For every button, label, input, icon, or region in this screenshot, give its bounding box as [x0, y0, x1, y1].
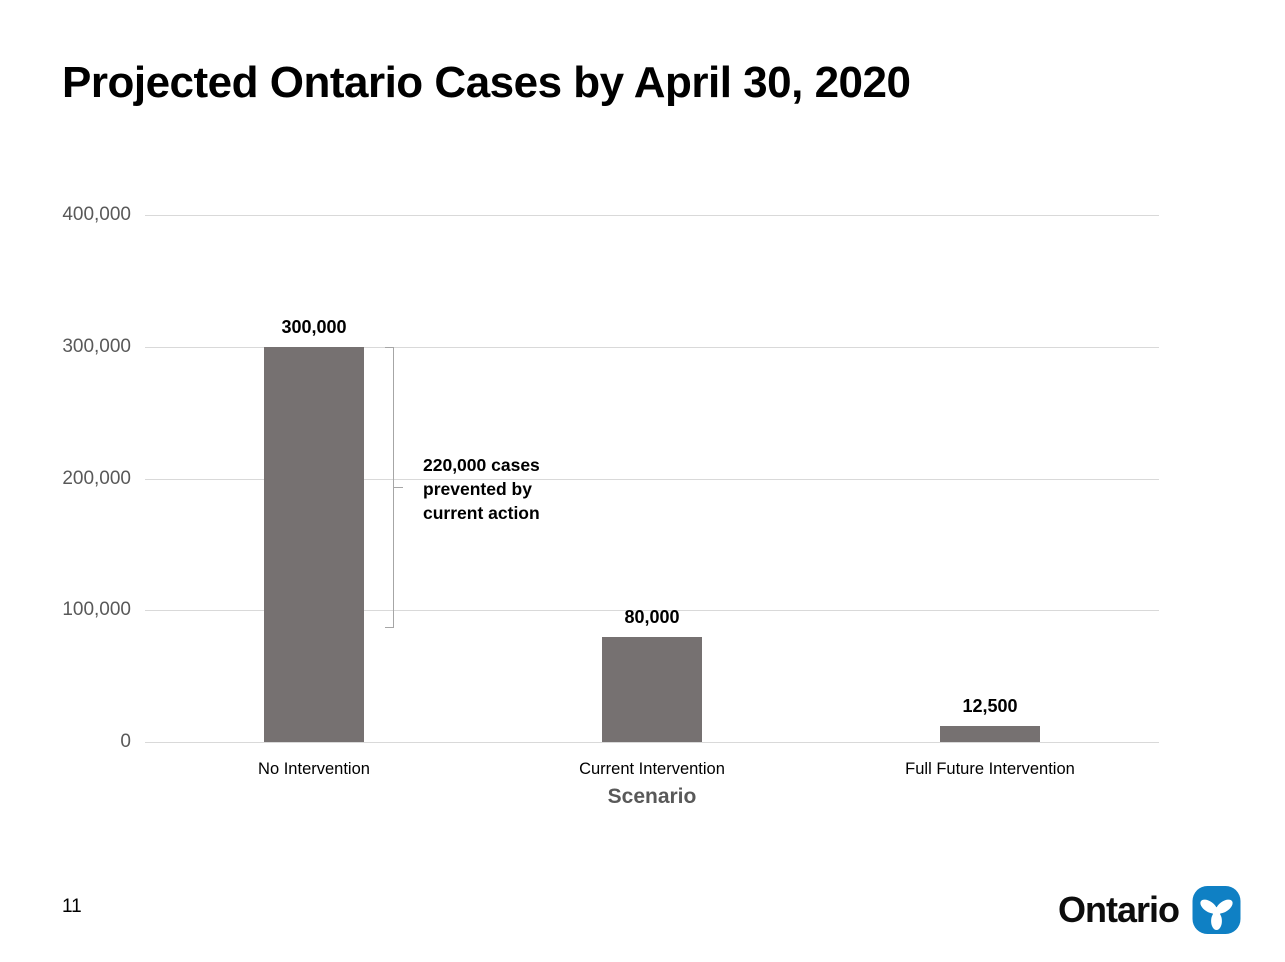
y-axis-tick-label: 300,000 — [62, 336, 131, 357]
annotation-text: 220,000 cases prevented by current action — [423, 453, 540, 525]
annotation-line: 220,000 cases — [423, 455, 540, 475]
x-axis-category-label: Full Future Intervention — [905, 760, 1075, 778]
annotation-bracket — [394, 487, 403, 488]
chart-title: Projected Ontario Cases by April 30, 202… — [62, 58, 911, 107]
bar-current-intervention — [602, 637, 702, 742]
bar-value-label: 12,500 — [962, 696, 1018, 716]
annotation-line: current action — [423, 503, 540, 523]
annotation-line: prevented by — [423, 479, 532, 499]
annotation-bracket — [393, 347, 394, 627]
gridline — [145, 347, 1159, 348]
bar-no-intervention — [264, 347, 364, 742]
gridline — [145, 215, 1159, 216]
ontario-logo: Ontario — [1058, 885, 1241, 935]
trillium-flower — [1200, 899, 1233, 930]
x-axis-category-label: No Intervention — [258, 760, 370, 778]
y-axis-tick-label: 100,000 — [62, 599, 131, 620]
annotation-bracket — [385, 347, 394, 348]
bar-value-label: 80,000 — [624, 607, 680, 627]
ontario-wordmark: Ontario — [1058, 889, 1180, 930]
y-axis-tick-label: 200,000 — [62, 468, 131, 489]
page-number: 11 — [62, 896, 82, 917]
bar-value-label: 300,000 — [281, 317, 347, 337]
gridline — [145, 742, 1159, 743]
bar-full-future-intervention — [940, 726, 1040, 742]
trillium-icon — [1192, 886, 1241, 934]
x-axis-category-label: Current Intervention — [579, 760, 725, 778]
annotation-bracket — [385, 627, 394, 628]
y-axis-tick-label: 0 — [120, 731, 131, 752]
x-axis-title: Scenario — [607, 785, 697, 808]
gridline — [145, 610, 1159, 611]
y-axis-tick-label: 400,000 — [62, 204, 131, 225]
gridline — [145, 479, 1159, 480]
